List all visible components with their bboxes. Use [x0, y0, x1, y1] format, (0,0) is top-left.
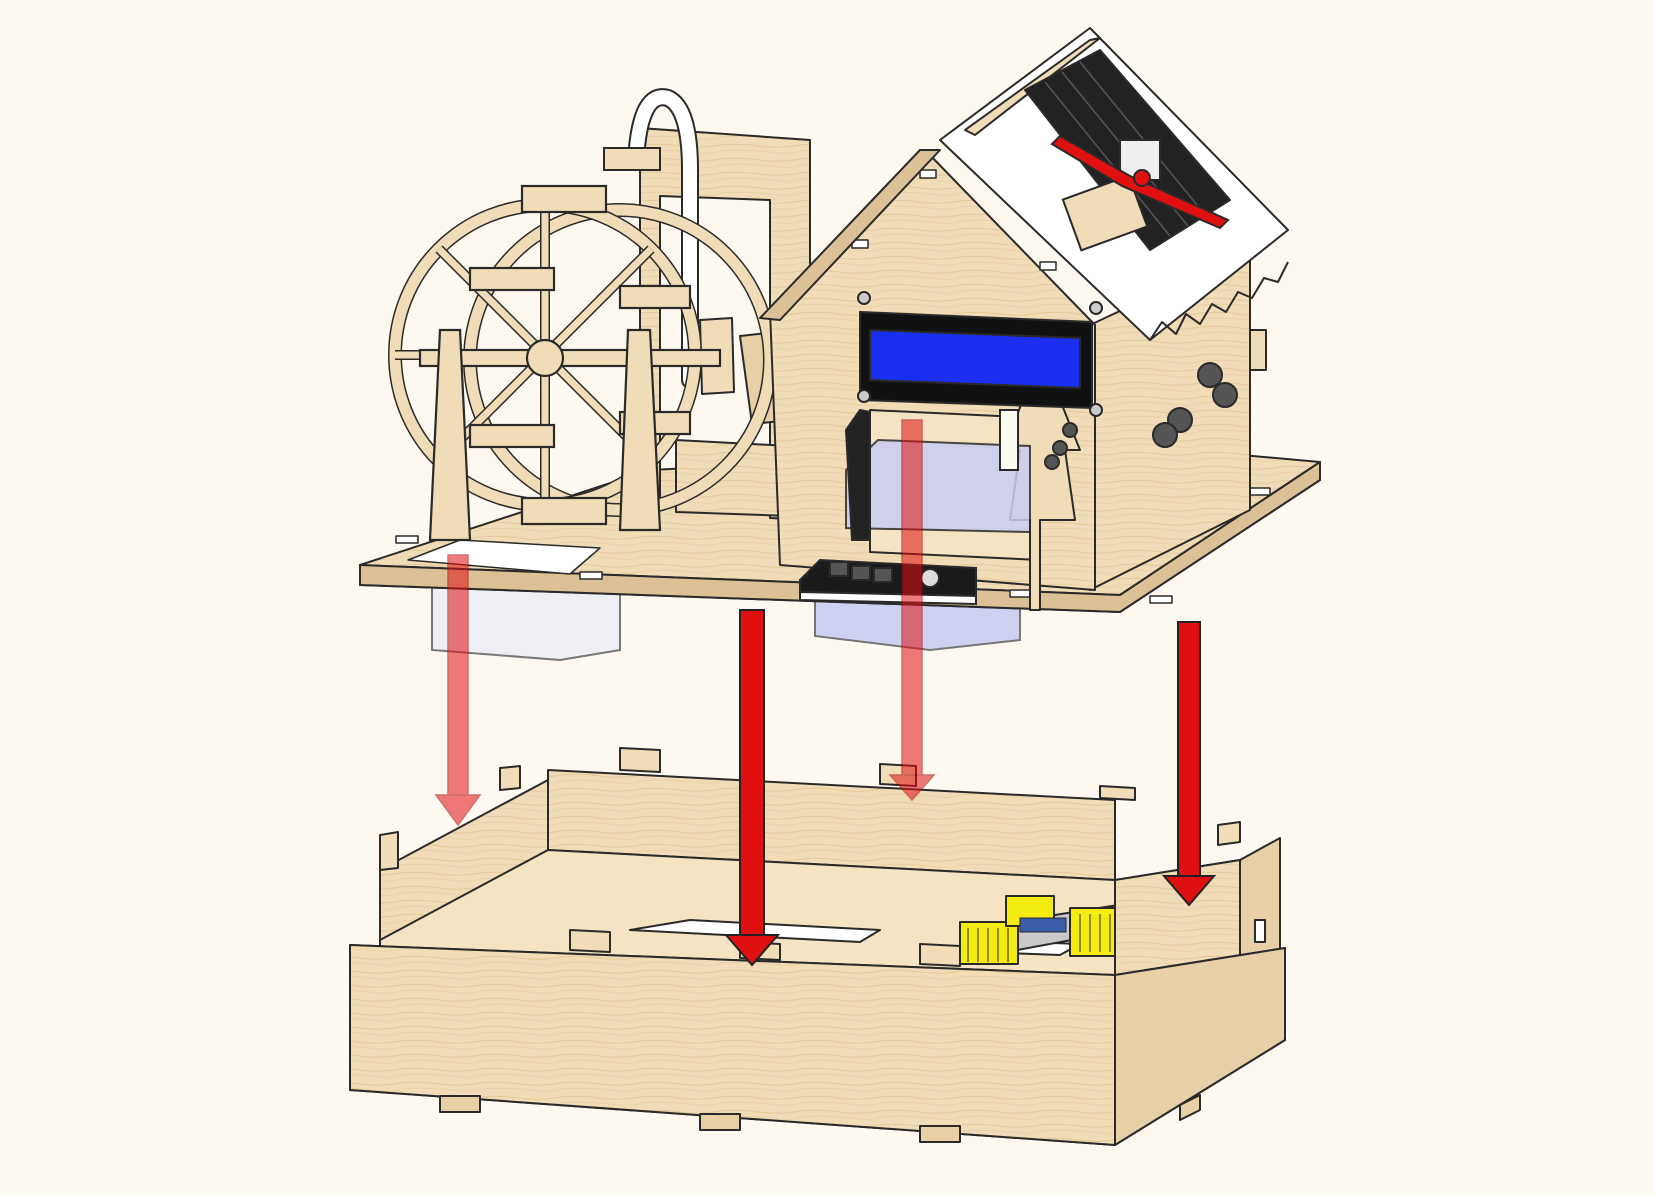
reservoir: [844, 408, 1031, 541]
lower-box: [349, 747, 1286, 1146]
arrow-2: [723, 609, 781, 967]
water-wheel: [388, 184, 777, 542]
arrow-3: [888, 419, 936, 802]
fan-propeller: [1050, 134, 1230, 252]
button-module: [799, 558, 977, 606]
assembly-arrows: [434, 419, 1217, 967]
water-pipe: [603, 88, 699, 389]
lcd-display: [857, 291, 1103, 417]
arrow-1: [434, 554, 482, 827]
arrow-4: [1161, 621, 1217, 907]
